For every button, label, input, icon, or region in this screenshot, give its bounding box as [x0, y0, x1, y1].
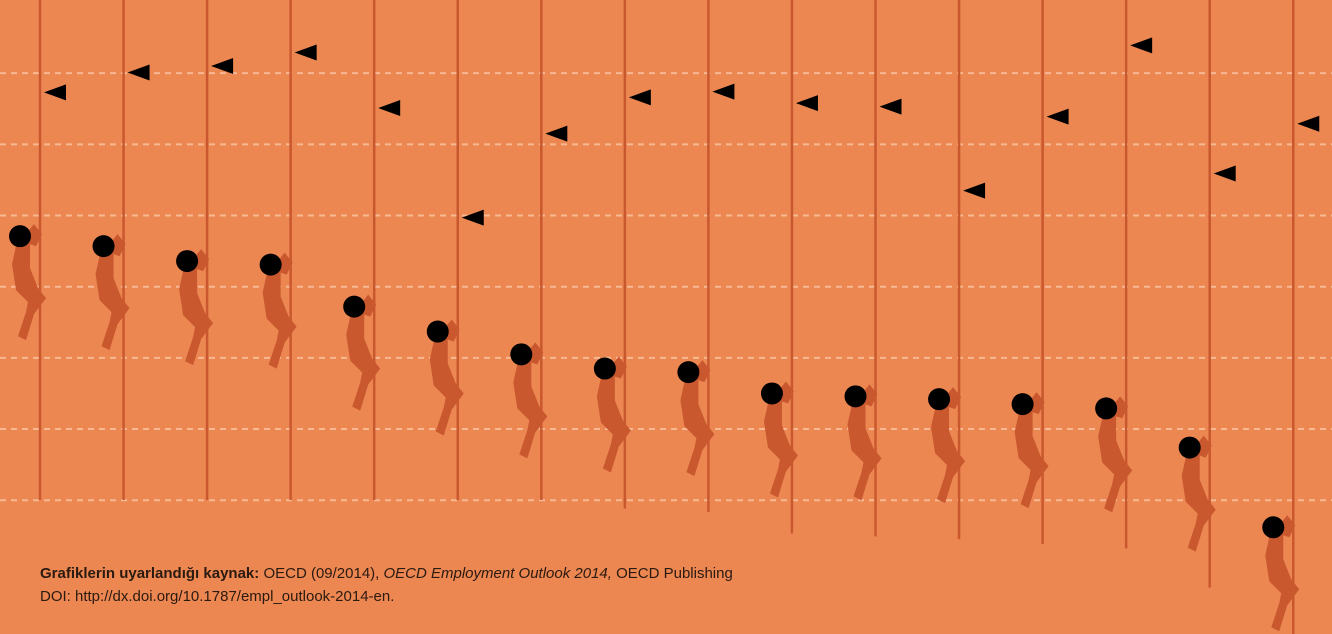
climber	[847, 384, 882, 501]
dot	[760, 382, 783, 405]
flag	[1297, 115, 1320, 132]
dot	[9, 225, 31, 248]
climber	[179, 249, 214, 366]
flag	[545, 125, 568, 142]
climber	[1098, 396, 1133, 513]
flag	[44, 84, 66, 101]
dot	[426, 320, 449, 343]
dot	[343, 295, 366, 318]
source-label: Grafiklerin uyarlandığı kaynak:	[40, 565, 260, 582]
climber	[1014, 392, 1049, 509]
climber	[513, 342, 548, 459]
dot	[1178, 436, 1201, 459]
flag	[1130, 37, 1153, 54]
flag	[461, 209, 484, 226]
dot	[844, 385, 867, 408]
dot	[510, 343, 533, 366]
flag	[963, 182, 986, 199]
source-line: Grafiklerin uyarlandığı kaynak: OECD (09…	[40, 565, 733, 582]
dot	[1011, 393, 1034, 416]
source-publisher: OECD (09/2014),	[263, 565, 380, 582]
climber	[1181, 435, 1216, 552]
dot	[259, 253, 282, 276]
flag	[628, 89, 651, 106]
dot	[176, 250, 199, 273]
dot	[593, 357, 616, 380]
climber	[95, 234, 130, 351]
climber	[763, 381, 798, 498]
flag	[879, 98, 902, 115]
source-doi: DOI: http://dx.doi.org/10.1787/empl_outl…	[40, 588, 395, 605]
source-title: OECD Employment Outlook 2014,	[383, 565, 612, 582]
climber	[931, 387, 966, 504]
climber	[12, 224, 46, 341]
flag	[294, 44, 317, 61]
climber	[429, 319, 464, 436]
dot	[92, 235, 115, 258]
dot	[928, 388, 951, 411]
dot	[677, 361, 700, 384]
dot	[1262, 516, 1285, 539]
flag	[1213, 165, 1236, 182]
climber	[1265, 515, 1300, 632]
flag	[211, 58, 234, 75]
climber	[596, 356, 631, 473]
climber	[262, 252, 297, 369]
flag	[378, 100, 401, 117]
climber	[346, 294, 381, 411]
climber	[680, 360, 715, 477]
source-imprint: OECD Publishing	[616, 565, 733, 582]
flag	[795, 95, 818, 112]
flag	[1046, 108, 1069, 125]
dot	[1095, 397, 1118, 420]
flag	[712, 83, 735, 100]
flag	[127, 64, 150, 81]
